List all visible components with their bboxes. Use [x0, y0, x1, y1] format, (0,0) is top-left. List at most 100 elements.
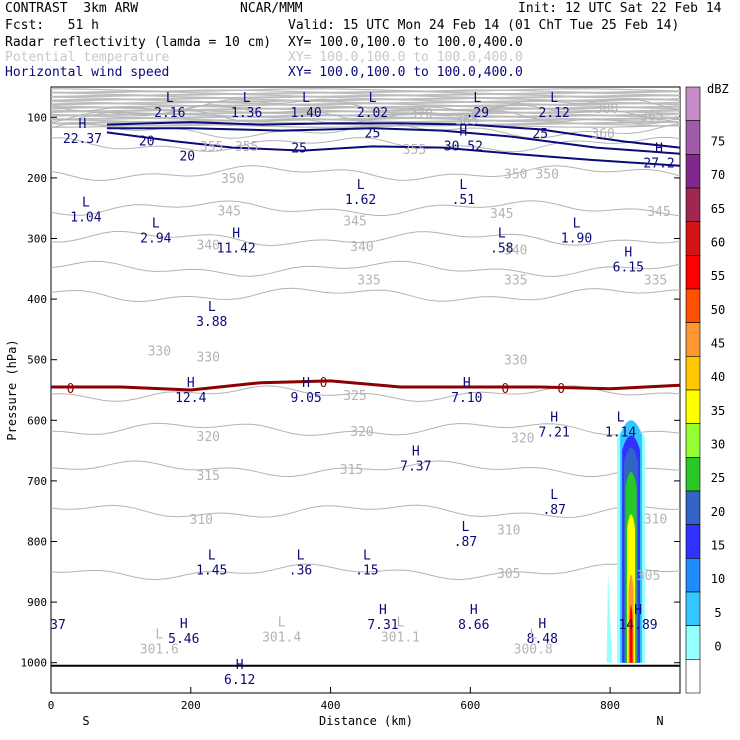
extremum-value: 6.15 — [613, 261, 644, 276]
theta-contour-335 — [51, 260, 680, 278]
theta-label: 350 — [504, 168, 527, 183]
theta-label: 350 — [221, 172, 244, 187]
theta-extremum-value: 301.6 — [140, 642, 179, 657]
extremum-value: 11.42 — [217, 241, 256, 256]
x-axis-label: Distance (km) — [319, 714, 413, 728]
theta-label: 320 — [350, 425, 373, 440]
extremum-kind: H — [187, 376, 195, 391]
y-axis-label: Pressure (hPa) — [5, 339, 19, 440]
extremum-kind: L — [459, 178, 467, 193]
colorbar-swatch — [685, 154, 701, 189]
extremum-kind: L — [297, 549, 305, 564]
extremum-kind: H — [538, 617, 546, 632]
extremum-kind: L — [573, 217, 581, 232]
extremum-value: 22.37 — [63, 132, 102, 147]
theta-label: 345 — [217, 205, 240, 220]
theta-extremum-value: 301.4 — [262, 630, 301, 645]
extremum-value: .51 — [452, 193, 475, 208]
theta-label: 320 — [197, 430, 220, 445]
colorbar: 0 5 10 15 20 25 30 35 40 45 50 55 60 65 70 75 — [685, 86, 725, 694]
extremum-value: 2.16 — [154, 106, 185, 121]
y-tick-label: 900 — [27, 596, 47, 609]
theta-extremum-kind: L — [529, 627, 537, 642]
extremum-kind: H — [634, 603, 642, 618]
theta-contour-355 — [51, 136, 680, 153]
extremum-value: 7.37 — [400, 459, 431, 474]
extremum-value: 12.4 — [175, 391, 206, 406]
colorbar-level: 30 — [711, 438, 725, 452]
extremum-value: .58 — [490, 241, 513, 256]
y-tick-label: 800 — [27, 536, 47, 549]
extremum-kind: H — [459, 124, 467, 139]
colorbar-swatch — [685, 221, 701, 256]
header-model: CONTRAST 3km ARW — [5, 1, 139, 16]
theta-extremum-kind: L — [397, 615, 405, 630]
header-fcst: Fcst: 51 h — [5, 18, 99, 33]
extremum-kind: H — [470, 603, 478, 618]
extremum-value: 7.10 — [451, 391, 482, 406]
theta-label: 370 — [410, 107, 433, 122]
colorbar-level: 65 — [711, 202, 725, 216]
theta-label: 320 — [511, 431, 534, 446]
extremum-value: 7.21 — [539, 426, 570, 441]
theta-label: 335 — [644, 274, 667, 289]
colorbar-swatch — [685, 86, 701, 121]
y-tick-label: 1000 — [21, 657, 48, 670]
theta-label: 345 — [343, 214, 366, 229]
x-tick-label: 200 — [181, 699, 201, 712]
extremum-kind: L — [208, 300, 216, 315]
extremum-value: .87 — [454, 535, 477, 550]
extremum-value: 1.90 — [561, 232, 592, 247]
extremum-value: 14.89 — [618, 618, 657, 633]
wind-label: 20 — [179, 149, 195, 164]
extremum-value: 2.02 — [357, 106, 388, 121]
extremum-kind: L — [363, 549, 371, 564]
colorbar-swatch — [685, 490, 701, 525]
theta-label: 305 — [637, 569, 660, 584]
extremum-kind: L — [550, 488, 558, 503]
extremum-kind: L — [550, 91, 558, 106]
colorbar-swatch — [685, 255, 701, 290]
colorbar-level: 50 — [711, 303, 725, 317]
colorbar-swatch — [685, 187, 701, 222]
x-tick-label: 400 — [321, 699, 341, 712]
colorbar-swatch — [685, 423, 701, 458]
extremum-kind: H — [624, 246, 632, 261]
colorbar-swatch — [685, 659, 701, 694]
field-radar-name: Radar reflectivity (lamda = 10 cm) — [5, 35, 272, 50]
reflectivity-shading — [606, 420, 646, 663]
y-tick-label: 500 — [27, 354, 47, 367]
extremum-kind: H — [463, 376, 471, 391]
theta-label: 325 — [343, 389, 366, 404]
colorbar-swatch — [685, 591, 701, 626]
header-init: Init: 12 UTC Sat 22 Feb 14 — [518, 1, 722, 16]
theta-label: 365 — [640, 109, 663, 124]
field-theta-name: Potential temperature — [5, 50, 170, 65]
theta-label: 355 — [200, 140, 223, 155]
reflectivity-spike — [606, 571, 613, 663]
reflectivity-layer — [629, 605, 633, 663]
header-valid: Valid: 15 UTC Mon 24 Feb 14 (01 ChT Tue … — [288, 18, 680, 33]
colorbar-swatch — [685, 625, 701, 660]
y-tick-label: 700 — [27, 475, 47, 488]
x-tick-label: 0 — [48, 699, 55, 712]
extremum-kind: L — [166, 91, 174, 106]
wind-label: 0 — [557, 382, 565, 397]
x-tick-label: 800 — [600, 699, 620, 712]
extremum-kind: L — [473, 91, 481, 106]
extremum-kind: L — [462, 520, 470, 535]
extremum-kind: H — [180, 617, 188, 632]
extremum-value: 9.05 — [290, 391, 321, 406]
extremum-kind: H — [412, 444, 420, 459]
colorbar-swatch — [685, 558, 701, 593]
extremum-kind: H — [550, 411, 558, 426]
theta-contours — [51, 98, 680, 581]
colorbar-level: 40 — [711, 370, 725, 384]
extremum-value: 1.45 — [196, 564, 227, 579]
wind-contour-25b — [106, 127, 680, 155]
colorbar-unit: dBZ — [707, 82, 729, 96]
theta-contour-350 — [51, 165, 680, 182]
extremum-kind: L — [208, 549, 216, 564]
wind-label: 0 — [320, 376, 328, 391]
wind-label: 0 — [501, 382, 509, 397]
